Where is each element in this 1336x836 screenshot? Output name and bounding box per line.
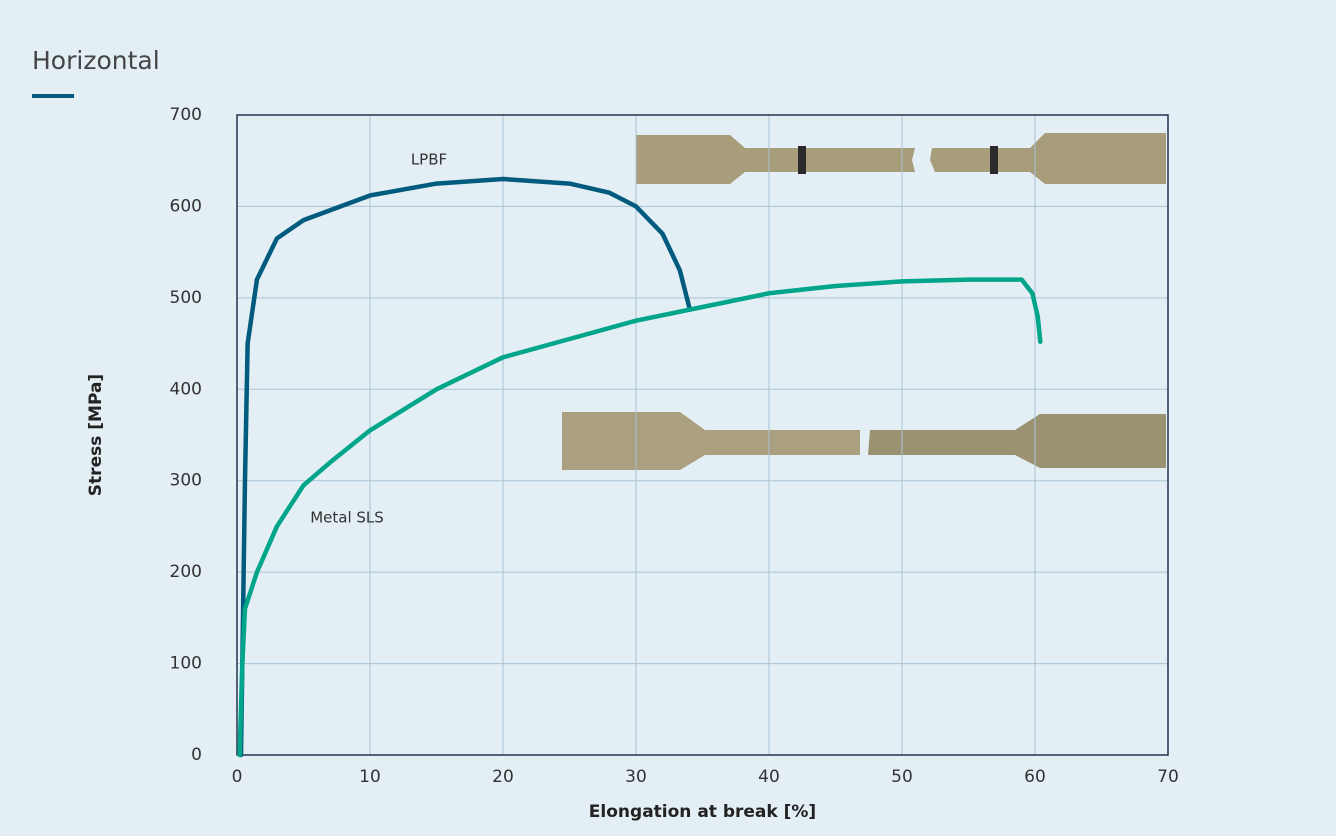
x-tick-label: 10 (359, 767, 381, 787)
annotation: LPBF (411, 151, 447, 169)
y-tick-label: 400 (170, 379, 202, 399)
x-tick-label: 70 (1157, 767, 1179, 787)
x-tick-label: 30 (625, 767, 647, 787)
specimen-photos (562, 133, 1166, 470)
y-axis-title: Stress [MPa] (86, 374, 106, 496)
y-tick-label: 700 (170, 105, 202, 125)
y-tick-label: 100 (170, 654, 202, 674)
title-underline (32, 94, 74, 98)
x-tick-label: 20 (492, 767, 514, 787)
y-tick-label: 300 (170, 471, 202, 491)
annotation: Metal SLS (310, 509, 384, 527)
x-tick-label: 0 (232, 767, 243, 787)
x-tick-label: 50 (891, 767, 913, 787)
specimen-lpbf-right (930, 133, 1166, 184)
y-tick-label: 200 (170, 562, 202, 582)
specimen-mark (798, 146, 806, 174)
x-tick-label: 40 (758, 767, 780, 787)
chart: Horizontal 01020304050607001002003004005… (0, 0, 1336, 832)
y-tick-label: 0 (191, 745, 202, 765)
x-axis-title: Elongation at break [%] (589, 802, 816, 822)
page: {"chart_data": { "type": "line", "title"… (0, 0, 1336, 832)
specimen-sls-left (562, 412, 860, 470)
specimen-mark (990, 146, 998, 174)
chart-title: Horizontal (32, 46, 160, 75)
y-tick-label: 600 (170, 196, 202, 216)
x-tick-label: 60 (1024, 767, 1046, 787)
specimen-sls-right (868, 414, 1166, 468)
specimen-lpbf-left (636, 135, 915, 184)
y-tick-label: 500 (170, 288, 202, 308)
